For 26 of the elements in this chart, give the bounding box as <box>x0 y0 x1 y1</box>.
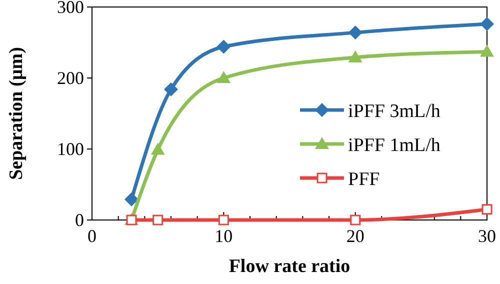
x-tick-label: 30 <box>478 226 496 246</box>
legend-label: PFF <box>348 169 380 190</box>
x-tick-label: 0 <box>88 226 96 246</box>
point <box>150 142 165 155</box>
point <box>350 214 361 226</box>
point <box>480 44 494 57</box>
x-tick-label: 20 <box>346 226 364 246</box>
point <box>124 192 138 206</box>
point <box>164 82 178 96</box>
point <box>482 204 492 215</box>
point <box>216 40 231 54</box>
point <box>348 26 362 40</box>
y-tick-label: 200 <box>57 68 84 88</box>
point <box>348 50 362 62</box>
y-tick-label: 300 <box>57 0 84 17</box>
point <box>152 214 164 226</box>
y-tick-label: 100 <box>57 139 84 159</box>
point <box>216 71 231 83</box>
point <box>218 214 229 226</box>
y-axis-title: Separation (µm) <box>6 47 27 180</box>
legend-label: iPFF 1mL/h <box>348 135 441 156</box>
point <box>480 17 494 32</box>
legend-label: iPFF 3mL/h <box>348 101 441 122</box>
x-tick-label: 10 <box>214 226 233 246</box>
y-tick-label: 0 <box>75 210 84 230</box>
x-axis-title: Flow rate ratio <box>228 256 350 277</box>
